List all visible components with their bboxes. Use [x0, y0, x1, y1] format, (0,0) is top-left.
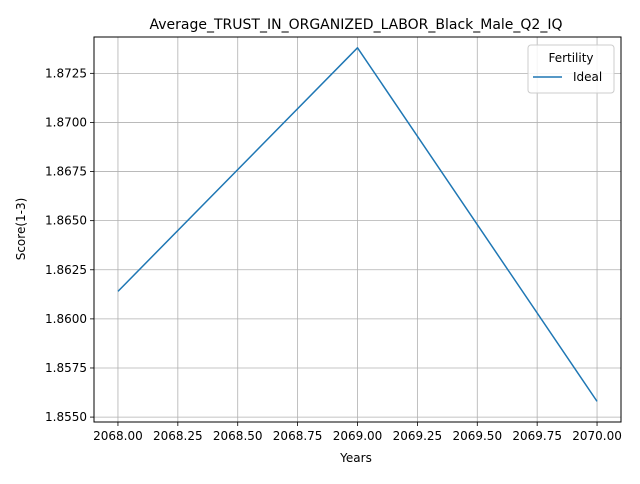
y-tick-label: 1.8625 [45, 263, 87, 277]
x-tick-label: 2068.00 [93, 429, 143, 443]
y-tick-label: 1.8675 [45, 165, 87, 179]
y-tick-label: 1.8575 [45, 361, 87, 375]
y-tick-label: 1.8725 [45, 66, 87, 80]
legend: Fertility Ideal [528, 45, 614, 93]
y-tick-label: 1.8600 [45, 312, 87, 326]
y-tick-label: 1.8550 [45, 410, 87, 424]
x-tick-label: 2068.75 [273, 429, 323, 443]
chart-title: Average_TRUST_IN_ORGANIZED_LABOR_Black_M… [150, 17, 563, 33]
x-tick-label: 2069.50 [452, 429, 502, 443]
x-tick-label: 2069.25 [393, 429, 443, 443]
y-axis-label: Score(1-3) [14, 198, 28, 261]
x-tick-label: 2069.00 [333, 429, 383, 443]
x-tick-label: 2068.25 [153, 429, 203, 443]
x-tick-label: 2070.00 [572, 429, 622, 443]
y-tick-label: 1.8650 [45, 214, 87, 228]
x-tick-label: 2069.75 [512, 429, 562, 443]
x-axis-label: Years [339, 451, 372, 465]
x-tick-label: 2068.50 [213, 429, 263, 443]
legend-title: Fertility [548, 51, 593, 65]
y-tick-label: 1.8700 [45, 115, 87, 129]
legend-label-ideal: Ideal [573, 70, 602, 84]
